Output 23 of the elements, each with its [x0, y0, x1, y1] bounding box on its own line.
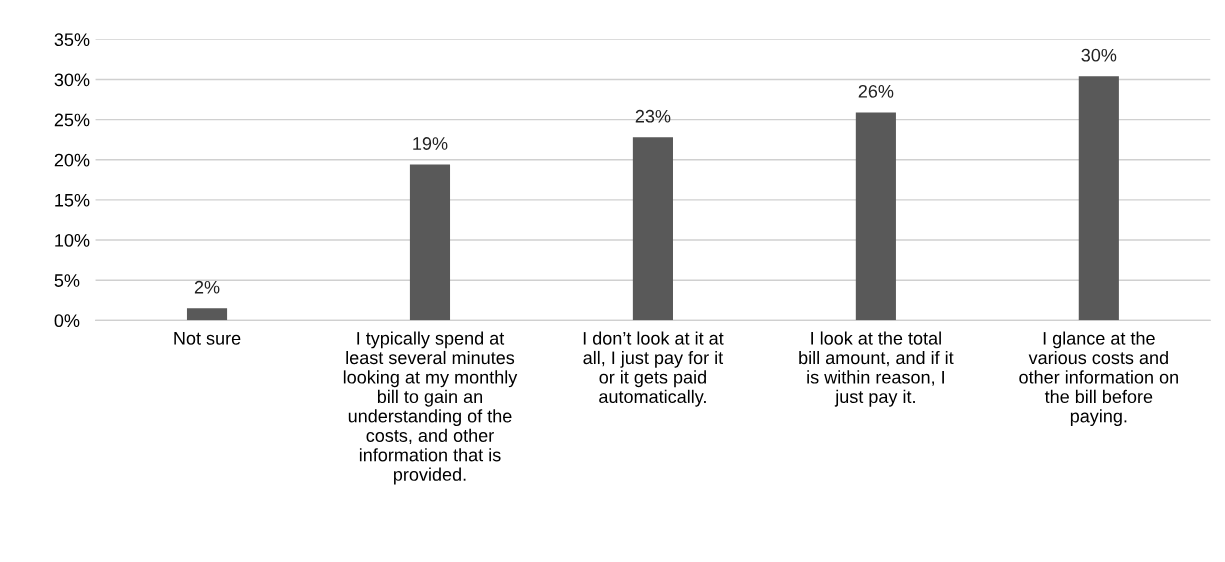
data-label: 19% — [413, 137, 448, 150]
data-label: 23% — [635, 109, 671, 123]
y-tick-label: 30% — [54, 73, 90, 87]
y-tick-label: 20% — [54, 153, 90, 167]
data-label: 2% — [194, 280, 220, 294]
data-label: 30% — [1081, 48, 1117, 62]
y-tick-label: 5% — [54, 274, 80, 287]
bar — [632, 137, 673, 321]
y-tick-label: 10% — [55, 233, 90, 247]
bar — [1078, 76, 1119, 321]
y-tick-label: 15% — [55, 193, 90, 207]
bar — [855, 112, 896, 321]
x-tick-label: Not sure — [174, 332, 241, 345]
y-tick-label: 25% — [54, 113, 90, 127]
x-tick-label: I don’t look at it at all, I just pay for it or it gets paid automatically. — [583, 331, 724, 407]
x-tick-label: I typically spend at least several minutes looking at my monthly bill to gain an understanding of the costs, and other information that is provided. — [343, 331, 518, 485]
x-tick-label: I look at the total bill amount, and if it is within reason, I just pay it. — [799, 331, 954, 407]
y-tick-label: 0% — [54, 314, 80, 328]
x-tick-label: I glance at the various costs and other information on the bill before paying. — [1019, 331, 1178, 427]
y-tick-label: 35% — [54, 33, 90, 47]
data-label: 26% — [858, 84, 894, 98]
bar — [409, 164, 451, 321]
bar — [186, 308, 228, 321]
